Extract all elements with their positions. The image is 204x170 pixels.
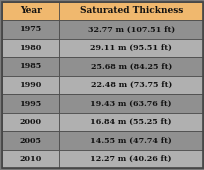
Bar bbox=[59, 20, 202, 39]
Bar bbox=[59, 113, 202, 131]
Text: 14.55 m (47.74 ft): 14.55 m (47.74 ft) bbox=[90, 137, 171, 144]
Text: 25.68 m (84.25 ft): 25.68 m (84.25 ft) bbox=[90, 63, 171, 71]
Bar bbox=[2, 2, 59, 20]
Text: 1975: 1975 bbox=[19, 26, 42, 33]
Text: Year: Year bbox=[20, 6, 41, 15]
Bar bbox=[2, 39, 59, 57]
Text: 1980: 1980 bbox=[19, 44, 42, 52]
Bar bbox=[59, 131, 202, 150]
Bar bbox=[2, 57, 59, 76]
Text: 19.43 m (63.76 ft): 19.43 m (63.76 ft) bbox=[90, 99, 171, 107]
Text: 1985: 1985 bbox=[19, 63, 42, 71]
Text: 2005: 2005 bbox=[20, 137, 41, 144]
Text: 32.77 m (107.51 ft): 32.77 m (107.51 ft) bbox=[87, 26, 174, 33]
Bar bbox=[59, 76, 202, 94]
Text: 2010: 2010 bbox=[19, 155, 42, 163]
Text: 12.27 m (40.26 ft): 12.27 m (40.26 ft) bbox=[90, 155, 171, 163]
Bar bbox=[59, 39, 202, 57]
Bar bbox=[59, 2, 202, 20]
Text: 16.84 m (55.25 ft): 16.84 m (55.25 ft) bbox=[90, 118, 171, 126]
Bar bbox=[59, 150, 202, 168]
Text: 1995: 1995 bbox=[19, 99, 42, 107]
Text: 22.48 m (73.75 ft): 22.48 m (73.75 ft) bbox=[90, 81, 171, 89]
Bar bbox=[2, 94, 59, 113]
Text: Saturated Thickness: Saturated Thickness bbox=[79, 6, 182, 15]
Bar bbox=[2, 76, 59, 94]
Bar bbox=[59, 94, 202, 113]
Bar bbox=[2, 113, 59, 131]
Bar bbox=[59, 57, 202, 76]
Bar bbox=[2, 131, 59, 150]
Bar bbox=[2, 150, 59, 168]
Text: 1990: 1990 bbox=[19, 81, 42, 89]
Text: 2000: 2000 bbox=[20, 118, 41, 126]
Bar bbox=[2, 20, 59, 39]
Text: 29.11 m (95.51 ft): 29.11 m (95.51 ft) bbox=[90, 44, 171, 52]
